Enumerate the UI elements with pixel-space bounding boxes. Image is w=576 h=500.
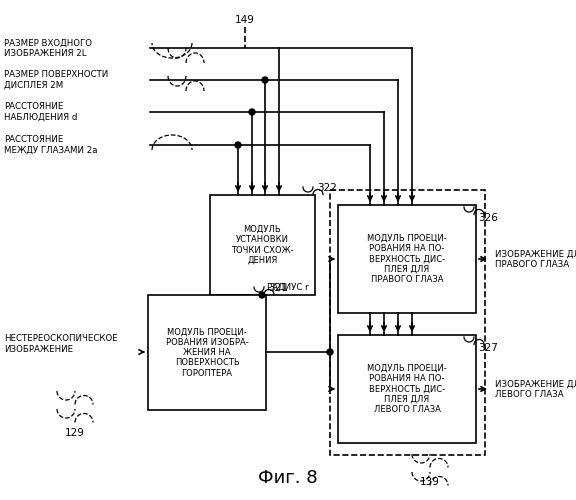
Text: ИЗОБРАЖЕНИЕ ДЛЯ
ПРАВОГО ГЛАЗА: ИЗОБРАЖЕНИЕ ДЛЯ ПРАВОГО ГЛАЗА bbox=[495, 250, 576, 268]
Text: РАЗМЕР ПОВЕРХНОСТИ
ДИСПЛЕЯ 2М: РАЗМЕР ПОВЕРХНОСТИ ДИСПЛЕЯ 2М bbox=[4, 70, 108, 90]
Circle shape bbox=[259, 292, 265, 298]
Text: РАССТОЯНИЕ
МЕЖДУ ГЛАЗАМИ 2а: РАССТОЯНИЕ МЕЖДУ ГЛАЗАМИ 2а bbox=[4, 136, 97, 154]
Text: НЕСТЕРЕОСКОПИЧЕСКОЕ
ИЗОБРАЖЕНИЕ: НЕСТЕРЕОСКОПИЧЕСКОЕ ИЗОБРАЖЕНИЕ bbox=[4, 334, 118, 353]
Text: 326: 326 bbox=[478, 213, 498, 223]
Circle shape bbox=[327, 349, 333, 355]
Circle shape bbox=[262, 77, 268, 83]
Text: РАССТОЯНИЕ
НАБЛЮДЕНИЯ d: РАССТОЯНИЕ НАБЛЮДЕНИЯ d bbox=[4, 102, 77, 122]
Text: МОДУЛЬ ПРОЕЦИ-
РОВАНИЯ НА ПО-
ВЕРХНОСТЬ ДИС-
ПЛЕЯ ДЛЯ
ПРАВОГО ГЛАЗА: МОДУЛЬ ПРОЕЦИ- РОВАНИЯ НА ПО- ВЕРХНОСТЬ … bbox=[367, 234, 447, 284]
Text: МОДУЛЬ ПРОЕЦИ-
РОВАНИЯ ИЗОБРА-
ЖЕНИЯ НА
ПОВЕРХНОСТЬ
ГОРОПТЕРА: МОДУЛЬ ПРОЕЦИ- РОВАНИЯ ИЗОБРА- ЖЕНИЯ НА … bbox=[166, 327, 248, 378]
Circle shape bbox=[235, 142, 241, 148]
Bar bbox=[338, 335, 476, 443]
Text: 327: 327 bbox=[478, 343, 498, 353]
Text: РАДИУС r: РАДИУС r bbox=[267, 282, 309, 292]
Bar bbox=[210, 195, 315, 295]
Text: 322: 322 bbox=[317, 183, 337, 193]
Circle shape bbox=[249, 109, 255, 115]
Text: РАЗМЕР ВХОДНОГО
ИЗОБРАЖЕНИЯ 2L: РАЗМЕР ВХОДНОГО ИЗОБРАЖЕНИЯ 2L bbox=[4, 38, 92, 58]
Text: Фиг. 8: Фиг. 8 bbox=[258, 469, 318, 487]
Text: 139: 139 bbox=[420, 477, 440, 487]
Text: 321: 321 bbox=[268, 283, 288, 293]
Text: ИЗОБРАЖЕНИЕ ДЛЯ
ЛЕВОГО ГЛАЗА: ИЗОБРАЖЕНИЕ ДЛЯ ЛЕВОГО ГЛАЗА bbox=[495, 380, 576, 398]
Text: 149: 149 bbox=[235, 15, 255, 25]
Bar bbox=[338, 205, 476, 313]
Bar bbox=[148, 295, 266, 410]
Text: 129: 129 bbox=[65, 428, 85, 438]
Text: МОДУЛЬ ПРОЕЦИ-
РОВАНИЯ НА ПО-
ВЕРХНОСТЬ ДИС-
ПЛЕЯ ДЛЯ
ЛЕВОГО ГЛАЗА: МОДУЛЬ ПРОЕЦИ- РОВАНИЯ НА ПО- ВЕРХНОСТЬ … bbox=[367, 364, 447, 414]
Bar bbox=[330, 190, 485, 455]
Text: МОДУЛЬ
УСТАНОВКИ
ТОЧКИ СХОЖ-
ДЕНИЯ: МОДУЛЬ УСТАНОВКИ ТОЧКИ СХОЖ- ДЕНИЯ bbox=[231, 225, 294, 265]
